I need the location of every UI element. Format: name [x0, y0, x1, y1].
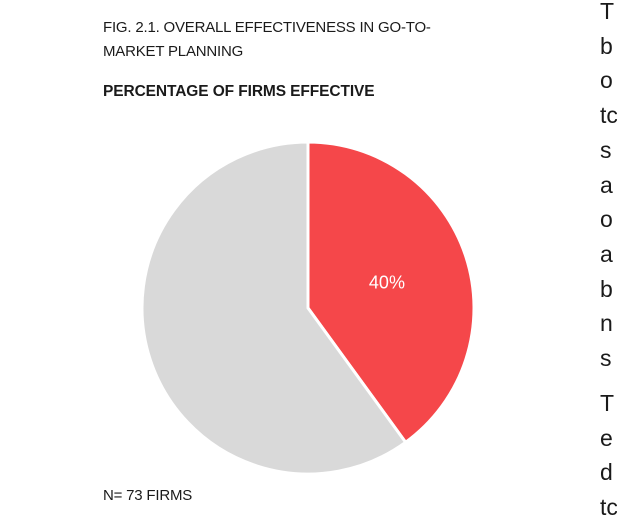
- pie-slice-0: [306, 140, 476, 444]
- paragraph-1-line: tc: [600, 102, 617, 129]
- pie-slice-label-0: 40%: [369, 272, 405, 292]
- paragraph-1-line: o: [600, 206, 613, 233]
- paragraph-1-line: o: [600, 67, 613, 94]
- paragraph-1-line: b: [600, 32, 613, 59]
- paragraph-1-line: T: [600, 0, 615, 24]
- figure-caption-line-1: FIG. 2.1. OVERALL EFFECTIVENESS IN GO-TO…: [103, 19, 431, 36]
- chart-subtitle: PERCENTAGE OF FIRMS EFFECTIVE: [103, 83, 375, 100]
- paragraph-1-line: s: [600, 136, 612, 163]
- paragraph-2-line: T: [600, 390, 615, 416]
- figure-caption: FIG. 2.1. OVERALL EFFECTIVENESS IN GO-TO…: [103, 16, 483, 64]
- paragraph-1-line: s: [600, 345, 612, 372]
- paragraph-2-line: tc: [600, 494, 617, 521]
- pie-slice-1: [140, 140, 408, 476]
- figure: FIG. 2.1. OVERALL EFFECTIVENESS IN GO-TO…: [103, 16, 483, 504]
- figure-caption-line-2: MARKET PLANNING: [103, 43, 244, 60]
- pie-chart: 40%: [140, 140, 476, 476]
- paragraph-2-line: e: [600, 424, 613, 451]
- sample-size-note: N= 73 FIRMS: [103, 487, 193, 504]
- paragraph-1-line: n: [600, 310, 613, 337]
- paragraph-1-line: a: [600, 240, 613, 267]
- paragraph-1-line: b: [600, 275, 613, 302]
- paragraph-1-line: a: [600, 171, 613, 198]
- paragraph-2-line: d: [600, 459, 613, 486]
